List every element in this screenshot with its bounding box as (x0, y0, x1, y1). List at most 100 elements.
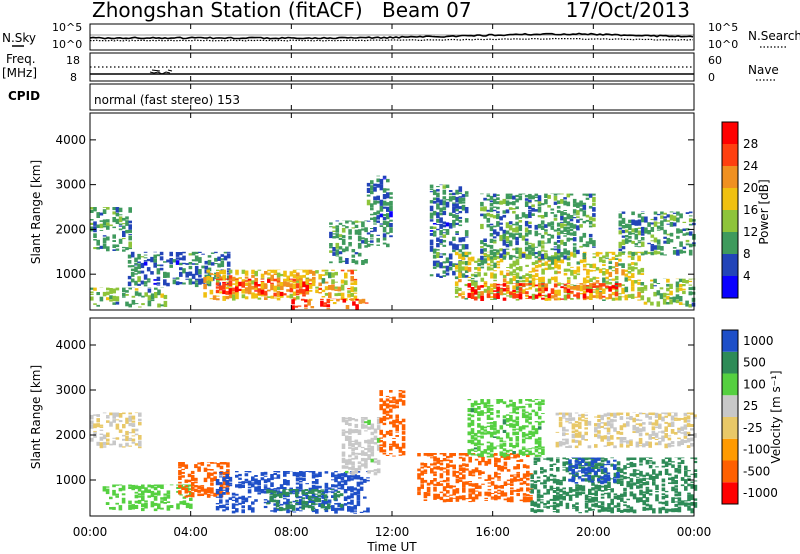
heat-cell (605, 276, 609, 280)
heat-cell (597, 462, 602, 467)
heat-cell (606, 417, 611, 420)
heat-cell (648, 441, 652, 448)
heat-cell (344, 465, 349, 469)
heat-cell (353, 278, 358, 281)
heat-cell (492, 215, 497, 219)
heat-cell (389, 223, 393, 227)
heat-cell (489, 422, 494, 424)
heat-cell (531, 267, 536, 273)
heat-cell (320, 298, 324, 301)
heat-cell (499, 444, 504, 449)
velocity-colorbar-label: Velocity [m s⁻¹] (769, 370, 783, 463)
heat-cell (571, 439, 576, 443)
heat-cell (534, 294, 539, 299)
heat-cell (454, 276, 459, 280)
heat-cell (592, 289, 597, 291)
heat-cell (279, 506, 283, 512)
heat-cell (439, 496, 444, 501)
heat-cell (582, 193, 587, 196)
heat-cell (603, 422, 608, 426)
heat-cell (618, 230, 623, 235)
heat-cell (134, 273, 138, 275)
heat-cell (361, 240, 365, 244)
heat-cell (276, 280, 281, 282)
heat-cell (270, 269, 274, 273)
heat-cell (656, 290, 661, 296)
heat-cell (184, 488, 189, 494)
heat-cell (350, 475, 354, 478)
heat-cell (311, 496, 315, 498)
heat-cell (370, 203, 374, 207)
heat-cell (489, 244, 494, 249)
heat-cell (534, 252, 539, 255)
heat-cell (540, 234, 545, 239)
heat-cell (608, 271, 613, 277)
heat-cell (257, 293, 261, 295)
heat-cell (546, 506, 550, 509)
heat-cell (207, 267, 212, 272)
heat-cell (392, 401, 396, 404)
heat-cell (509, 278, 513, 285)
heat-cell (121, 497, 126, 504)
heat-cell (347, 288, 351, 290)
heat-cell (502, 442, 507, 447)
heat-cell (163, 300, 168, 307)
heat-cell (344, 417, 349, 420)
heat-cell (572, 489, 576, 492)
heat-cell (685, 239, 690, 243)
heat-cell (531, 261, 536, 266)
heat-cell (569, 291, 574, 293)
heat-cell (503, 455, 508, 461)
y-tick-label: 1000 (55, 473, 86, 487)
heat-cell (118, 484, 123, 486)
heat-cell (677, 491, 682, 497)
heat-cell (222, 486, 227, 489)
heat-cell (304, 505, 309, 508)
colorbar-swatch (722, 254, 738, 276)
heat-cell (509, 412, 513, 414)
colorbar-tick-label: 25 (743, 399, 758, 413)
heat-cell (525, 411, 529, 414)
heat-cell (354, 452, 359, 455)
heat-cell (130, 278, 135, 283)
heat-cell (373, 442, 378, 445)
heat-cell (630, 263, 635, 265)
heat-cell (269, 494, 273, 496)
heat-cell (295, 293, 300, 296)
heat-cell (179, 271, 183, 277)
heat-cell (686, 437, 691, 443)
heat-cell (102, 446, 107, 448)
heat-cell (640, 287, 645, 294)
heat-cell (379, 390, 383, 396)
heat-cell (179, 262, 183, 266)
heat-cell (505, 209, 510, 214)
heat-cell (600, 414, 604, 421)
heat-cell (179, 252, 183, 256)
heat-cell (680, 477, 685, 481)
heat-cell (332, 230, 336, 232)
heat-cell (439, 253, 443, 255)
heat-cell (668, 463, 672, 466)
heat-cell (589, 292, 593, 296)
heat-cell (626, 466, 630, 468)
heat-cell (492, 225, 497, 228)
heat-cell (301, 504, 305, 510)
heat-cell (650, 283, 654, 289)
heat-cell (276, 508, 281, 511)
heat-cell (659, 293, 664, 300)
heat-cell (568, 478, 572, 482)
heat-cell (317, 494, 321, 497)
heat-cell (541, 399, 545, 402)
heat-cell (232, 294, 236, 301)
heat-cell (582, 202, 587, 205)
nsky-trace (89, 32, 694, 40)
heat-cell (586, 279, 590, 283)
heat-cell (470, 448, 475, 452)
heat-cell (364, 227, 368, 233)
heat-cell (509, 415, 513, 422)
heat-cell (559, 479, 563, 482)
heat-cell (637, 227, 642, 229)
heat-cell (201, 278, 205, 284)
heat-cell (452, 453, 456, 457)
heat-cell (452, 243, 456, 250)
